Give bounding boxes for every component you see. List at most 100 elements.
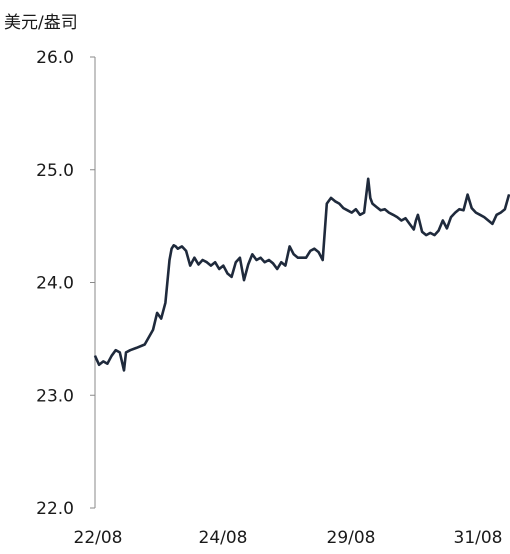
data-point <box>462 209 465 211</box>
x-tick-label: 31/08 <box>454 528 503 548</box>
data-point <box>415 219 417 222</box>
data-point <box>260 257 262 259</box>
data-point <box>222 265 224 267</box>
data-point <box>438 230 440 232</box>
y-tick-label: 24.0 <box>36 274 74 294</box>
data-point <box>359 214 361 216</box>
data-point <box>508 194 510 196</box>
data-point <box>152 329 154 331</box>
data-point <box>351 212 353 214</box>
data-point <box>479 214 481 216</box>
y-axis: 26.0 25.0 24.0 23.0 22.0 <box>36 48 96 519</box>
data-point <box>409 223 411 225</box>
data-point <box>284 265 286 267</box>
data-point <box>417 214 419 216</box>
data-point <box>334 200 336 202</box>
data-point <box>346 209 349 211</box>
data-point <box>206 261 208 263</box>
data-point <box>164 302 166 304</box>
data-point <box>144 343 146 346</box>
data-point <box>504 208 506 210</box>
data-point <box>313 248 315 250</box>
data-point <box>119 351 121 353</box>
data-point <box>98 364 100 366</box>
data-point <box>413 228 415 231</box>
y-tick-label: 25.0 <box>36 161 74 181</box>
series-layer <box>93 177 510 372</box>
data-point <box>483 216 485 218</box>
data-point <box>421 231 423 233</box>
x-tick-label: 29/08 <box>327 528 376 548</box>
data-point <box>429 232 431 234</box>
data-point <box>214 261 216 263</box>
data-point <box>239 257 241 259</box>
y-tick-label: 22.0 <box>36 499 74 519</box>
data-point <box>123 369 125 371</box>
data-point <box>301 257 303 259</box>
data-point <box>458 208 460 210</box>
data-point <box>322 259 324 261</box>
data-point <box>342 207 344 209</box>
data-point <box>496 214 498 216</box>
data-point <box>280 261 282 263</box>
data-point <box>442 219 444 222</box>
data-point <box>102 360 104 362</box>
data-point <box>305 257 307 259</box>
data-point <box>487 219 489 222</box>
y-tick-label: 26.0 <box>36 48 74 68</box>
x-tick-label: 24/08 <box>199 528 248 548</box>
data-point <box>94 355 96 357</box>
data-point <box>115 349 117 351</box>
data-point <box>318 251 320 253</box>
data-point <box>404 217 407 219</box>
data-point <box>400 219 402 222</box>
data-point <box>500 212 502 214</box>
data-point <box>297 257 299 259</box>
data-point <box>168 259 171 261</box>
data-point <box>289 245 291 247</box>
data-point <box>264 261 266 263</box>
data-point <box>231 276 233 278</box>
data-point <box>255 259 258 261</box>
data-point <box>392 214 394 216</box>
data-point <box>135 347 137 349</box>
data-point <box>185 250 187 252</box>
data-point <box>363 212 365 214</box>
data-point <box>226 272 229 275</box>
data-point <box>475 212 477 214</box>
data-point <box>384 208 386 210</box>
series-line <box>93 177 510 372</box>
data-point <box>467 194 469 196</box>
data-point <box>247 263 249 266</box>
data-point <box>371 203 373 205</box>
data-point <box>160 318 162 320</box>
data-point <box>175 245 177 247</box>
data-point <box>202 259 204 261</box>
data-point <box>355 208 357 210</box>
data-point <box>235 261 237 263</box>
data-point <box>388 212 390 214</box>
data-point <box>111 355 113 357</box>
data-point <box>210 265 212 267</box>
data-point <box>369 197 371 199</box>
data-point <box>106 363 108 365</box>
data-point <box>243 279 245 281</box>
data-point <box>454 212 456 214</box>
data-point <box>367 178 369 180</box>
data-point <box>129 349 131 351</box>
data-point <box>471 207 473 209</box>
data-point <box>177 248 179 250</box>
data-point <box>272 262 274 264</box>
data-point <box>189 265 191 267</box>
data-point <box>309 250 311 252</box>
data-point <box>173 244 175 246</box>
data-point <box>491 223 493 225</box>
data-point <box>338 203 340 205</box>
data-point <box>181 245 183 247</box>
data-point <box>380 209 382 211</box>
data-point <box>276 268 278 270</box>
data-point <box>251 253 253 255</box>
data-point <box>330 197 332 199</box>
data-point <box>193 257 195 259</box>
